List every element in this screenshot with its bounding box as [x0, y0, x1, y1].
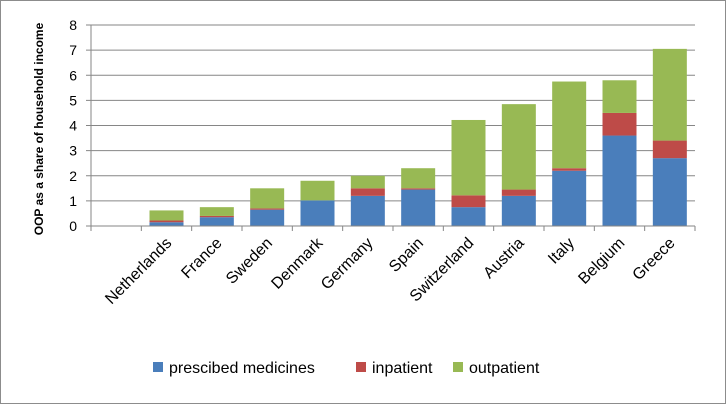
bar-segment: [552, 168, 587, 171]
bar-segment: [250, 188, 285, 209]
bar-segment: [250, 209, 285, 226]
bar-segment: [501, 104, 536, 190]
bar-segment: [602, 135, 637, 226]
bar-segment: [401, 168, 436, 189]
bars: [149, 48, 687, 226]
bar-segment: [652, 48, 687, 141]
y-tick-label: 7: [69, 42, 77, 58]
bar-segment: [552, 170, 587, 226]
bar-segment: [149, 220, 184, 223]
x-tick-label: France: [178, 235, 225, 282]
bar-segment: [199, 217, 234, 226]
y-tick-label: 6: [69, 67, 77, 83]
bar-segment: [501, 195, 536, 226]
bar-segment: [652, 140, 687, 159]
x-tick-label: Netherlands: [102, 235, 175, 308]
bar-segment: [199, 215, 234, 218]
y-tick-label: 1: [69, 193, 77, 209]
bar-segment: [199, 207, 234, 216]
axes: [86, 24, 696, 231]
gridlines: [91, 24, 695, 202]
bar-segment: [501, 189, 536, 196]
bar-segment: [401, 188, 436, 190]
y-axis-title: OOP as a share of household income: [32, 22, 46, 235]
legend-swatch: [153, 362, 163, 372]
bar-segment: [350, 195, 385, 226]
y-tick-label: 5: [69, 92, 77, 108]
y-tick-label: 4: [69, 118, 77, 134]
bar-segment: [552, 81, 587, 169]
bar-segment: [149, 210, 184, 221]
x-tick-label: Denmark: [268, 234, 327, 293]
x-tick-label: Germany: [318, 235, 377, 294]
bar-segment: [300, 180, 335, 201]
bar-segment: [602, 112, 637, 136]
bar-segment: [350, 175, 385, 189]
bar-segment: [250, 208, 285, 210]
legend-label: outpatient: [469, 360, 540, 377]
y-tick-label: 3: [69, 143, 77, 159]
bar-segment: [401, 189, 436, 226]
bar-segment: [652, 158, 687, 226]
legend-label: inpatient: [372, 360, 433, 377]
x-tick-label: Belgium: [575, 235, 628, 288]
y-tick-label: 0: [69, 218, 77, 234]
bar-segment: [451, 195, 486, 208]
legend: prescibed medicines inpatient outpatient: [153, 360, 540, 377]
x-tick-label: Spain: [386, 235, 427, 276]
y-tick-labels: 0 1 2 3 4 5 6 7 8: [69, 17, 77, 234]
x-tick-label: Austria: [480, 235, 527, 282]
bar-segment: [149, 222, 184, 226]
x-tick-label: Greece: [630, 235, 679, 284]
y-tick-label: 2: [69, 168, 77, 184]
legend-swatch: [356, 362, 366, 372]
legend-swatch: [453, 362, 463, 372]
bar-segment: [451, 119, 486, 196]
bar-segment: [300, 200, 335, 226]
x-tick-label: Italy: [545, 235, 578, 268]
bar-segment: [602, 80, 637, 113]
y-tick-label: 8: [69, 17, 77, 33]
bar-segment: [350, 188, 385, 196]
bar-segment: [451, 207, 486, 226]
legend-label: prescibed medicines: [169, 360, 315, 377]
